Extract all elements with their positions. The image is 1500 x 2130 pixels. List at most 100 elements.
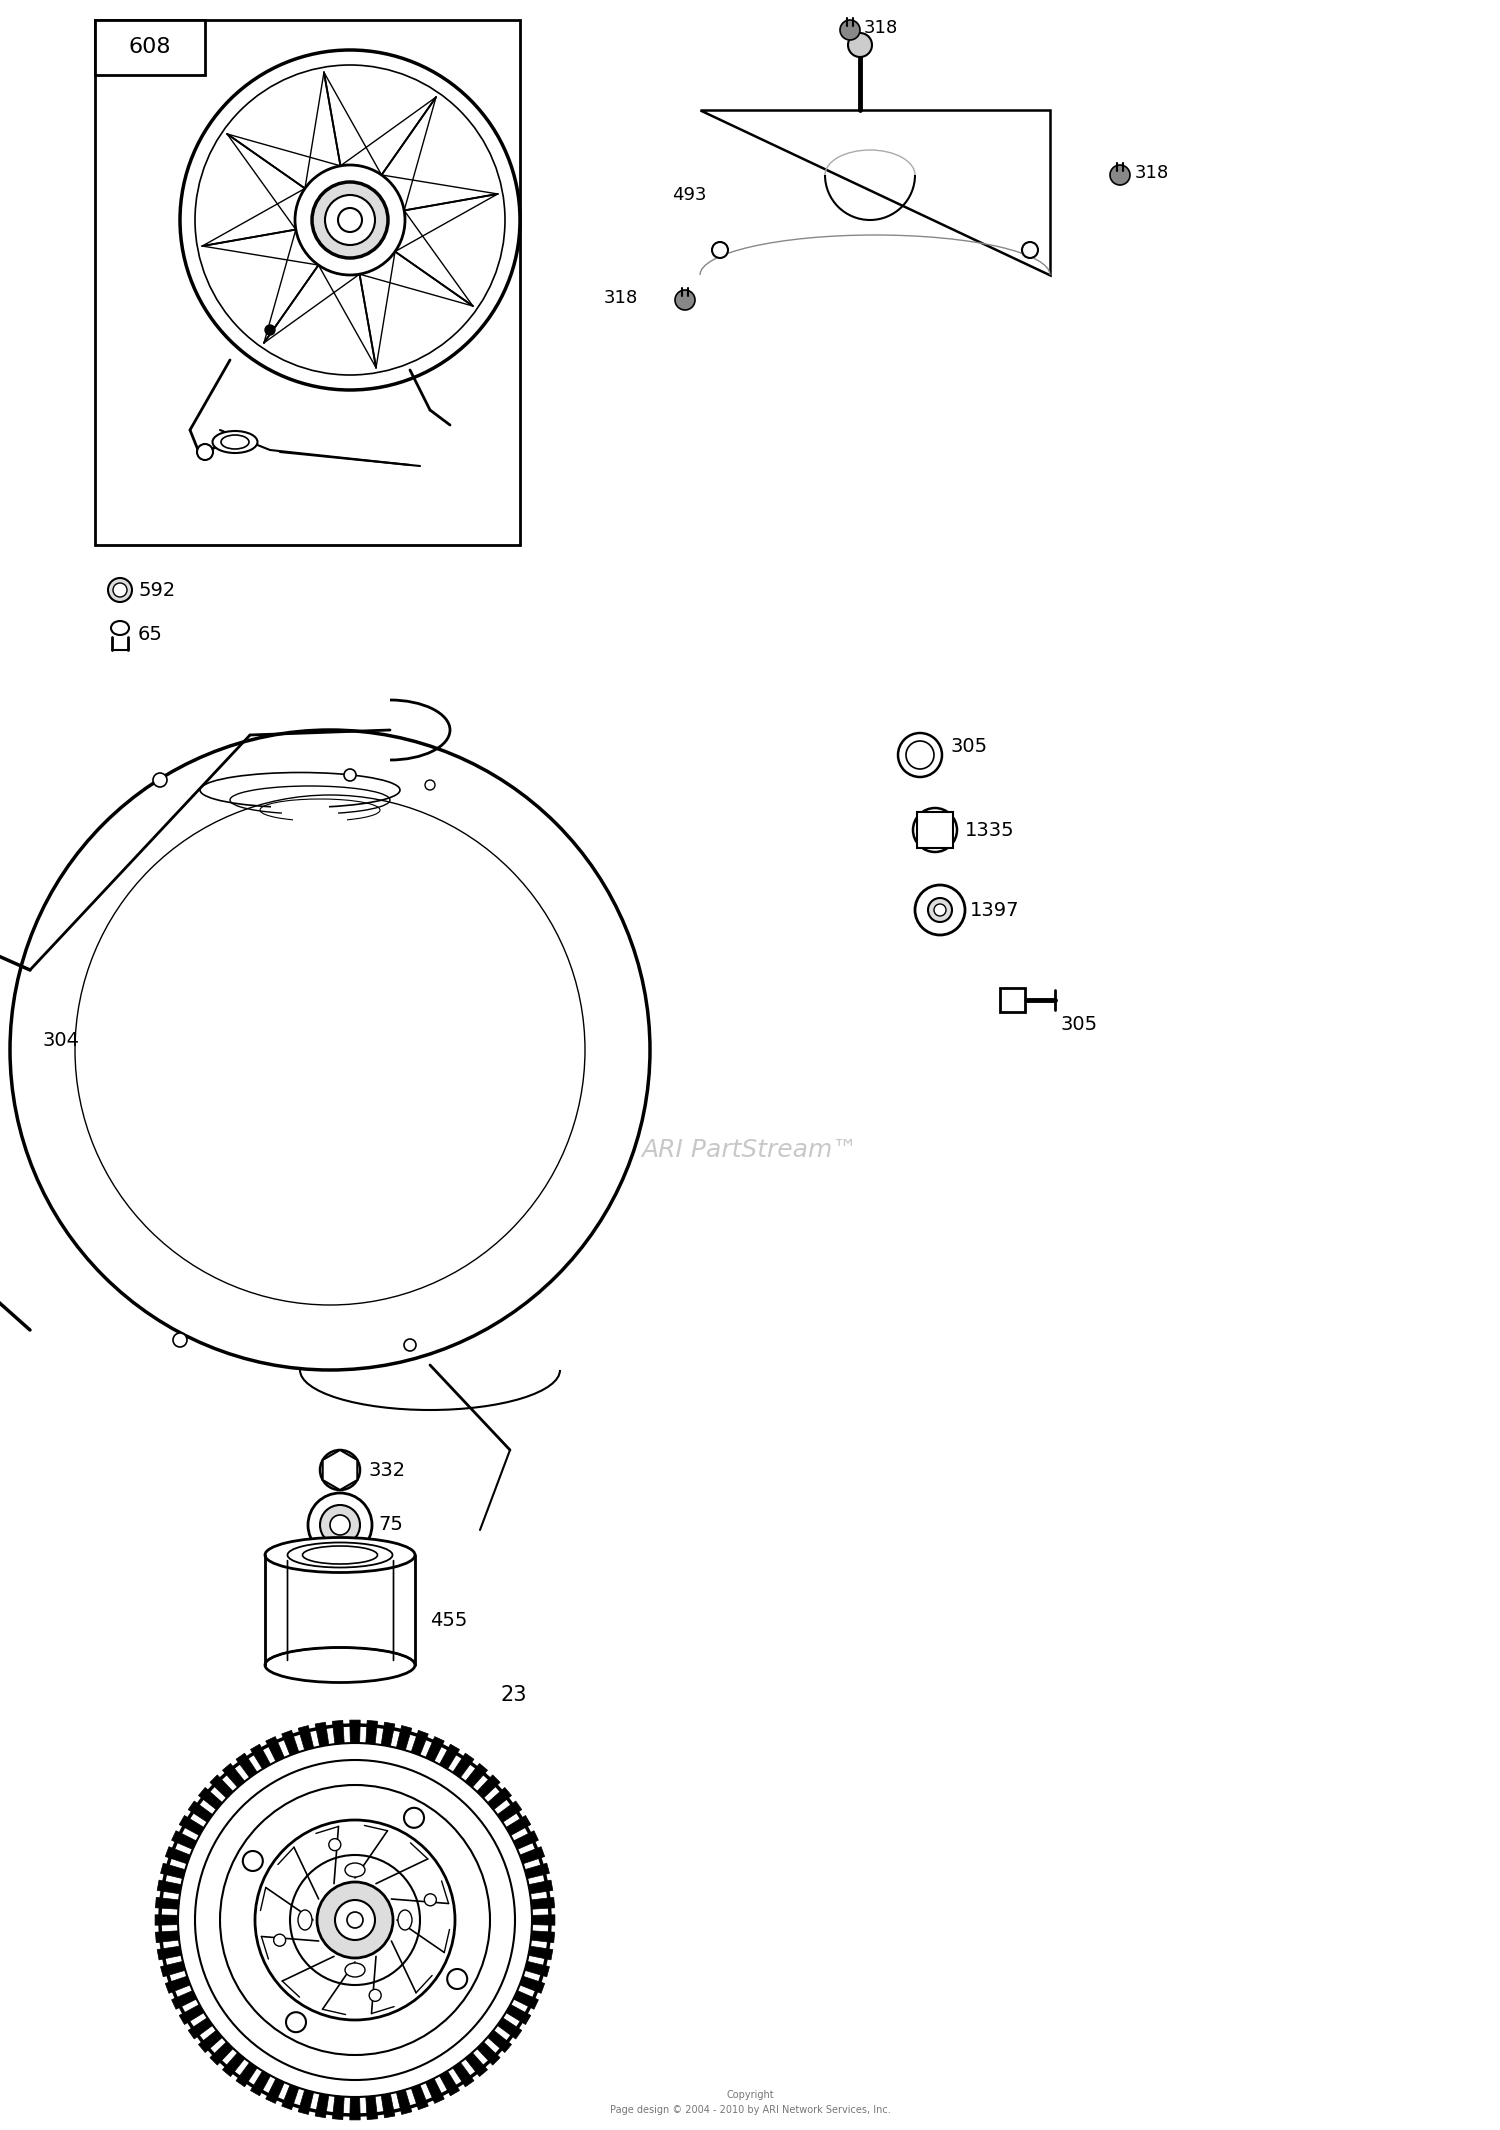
- Polygon shape: [381, 1723, 394, 1747]
- Polygon shape: [440, 1744, 459, 1770]
- Polygon shape: [266, 2079, 285, 2104]
- Circle shape: [914, 807, 957, 852]
- Circle shape: [195, 1759, 514, 2081]
- Circle shape: [1110, 164, 1130, 185]
- Bar: [94, 19, 206, 75]
- Polygon shape: [426, 1736, 444, 1762]
- Text: 75: 75: [378, 1517, 404, 1534]
- Polygon shape: [165, 1977, 190, 1994]
- Polygon shape: [488, 1787, 512, 1810]
- Polygon shape: [366, 2096, 378, 2119]
- Circle shape: [328, 1459, 352, 1482]
- Ellipse shape: [345, 1964, 364, 1977]
- Polygon shape: [465, 1764, 488, 1787]
- Circle shape: [906, 741, 934, 769]
- Ellipse shape: [266, 1646, 416, 1683]
- Ellipse shape: [288, 1542, 393, 1568]
- Polygon shape: [381, 2094, 394, 2117]
- Polygon shape: [158, 1881, 182, 1894]
- Polygon shape: [498, 2017, 522, 2038]
- Text: 1335: 1335: [964, 820, 1014, 839]
- Circle shape: [404, 1808, 424, 1828]
- Ellipse shape: [398, 1911, 412, 1930]
- Text: Copyright: Copyright: [726, 2090, 774, 2100]
- Ellipse shape: [345, 1864, 364, 1877]
- Polygon shape: [188, 2017, 213, 2038]
- Circle shape: [326, 196, 375, 245]
- Circle shape: [334, 1900, 375, 1940]
- Circle shape: [320, 1451, 360, 1491]
- Circle shape: [320, 1506, 360, 1544]
- Text: 592: 592: [138, 581, 176, 599]
- Circle shape: [404, 1340, 416, 1350]
- Polygon shape: [236, 2062, 258, 2087]
- Polygon shape: [198, 2030, 222, 2053]
- Polygon shape: [528, 1947, 554, 1960]
- Polygon shape: [178, 2004, 204, 2024]
- Circle shape: [290, 1855, 420, 1985]
- Circle shape: [108, 577, 132, 603]
- Text: 305: 305: [1060, 1016, 1096, 1035]
- Polygon shape: [160, 1864, 186, 1879]
- Polygon shape: [165, 1847, 190, 1864]
- Circle shape: [112, 584, 128, 596]
- Polygon shape: [154, 1915, 178, 1926]
- Polygon shape: [453, 2062, 474, 2087]
- Circle shape: [330, 1514, 350, 1536]
- Polygon shape: [498, 1802, 522, 1823]
- Polygon shape: [477, 1774, 500, 1798]
- Text: 608: 608: [129, 36, 171, 58]
- Bar: [94, 19, 520, 545]
- Polygon shape: [519, 1977, 544, 1994]
- Text: 318: 318: [603, 290, 638, 307]
- Polygon shape: [519, 1847, 544, 1864]
- Polygon shape: [178, 1815, 204, 1836]
- Polygon shape: [396, 1725, 412, 1751]
- Circle shape: [316, 1883, 393, 1957]
- Circle shape: [338, 209, 362, 232]
- Circle shape: [346, 1913, 363, 1928]
- Polygon shape: [158, 1947, 182, 1960]
- Polygon shape: [251, 1744, 270, 1770]
- Circle shape: [220, 1785, 491, 2055]
- Polygon shape: [210, 2043, 232, 2066]
- Circle shape: [898, 733, 942, 777]
- Polygon shape: [488, 2030, 512, 2053]
- Polygon shape: [396, 2090, 412, 2115]
- Circle shape: [195, 66, 506, 375]
- Circle shape: [120, 839, 540, 1261]
- Polygon shape: [506, 2004, 531, 2024]
- Polygon shape: [440, 2070, 459, 2096]
- Polygon shape: [532, 1915, 555, 1926]
- Bar: [916, 812, 952, 848]
- Ellipse shape: [213, 430, 258, 454]
- Polygon shape: [171, 1832, 196, 1849]
- Polygon shape: [315, 1723, 328, 1747]
- Polygon shape: [315, 2094, 328, 2117]
- Text: 455: 455: [430, 1610, 468, 1629]
- Text: 332: 332: [368, 1461, 405, 1480]
- Circle shape: [447, 1968, 466, 1989]
- Text: 305: 305: [950, 737, 987, 756]
- Circle shape: [178, 1742, 532, 2098]
- Polygon shape: [453, 1753, 474, 1779]
- Text: 318: 318: [1136, 164, 1170, 181]
- Circle shape: [712, 243, 728, 258]
- Polygon shape: [251, 2070, 270, 2096]
- Polygon shape: [266, 1736, 285, 1762]
- Circle shape: [135, 854, 525, 1246]
- Circle shape: [243, 1851, 262, 1870]
- Polygon shape: [513, 1832, 538, 1849]
- Text: 1397: 1397: [970, 901, 1020, 920]
- Circle shape: [196, 443, 213, 460]
- Polygon shape: [156, 1930, 178, 1943]
- Polygon shape: [298, 1725, 314, 1751]
- Circle shape: [1022, 243, 1038, 258]
- Text: Page design © 2004 - 2010 by ARI Network Services, Inc.: Page design © 2004 - 2010 by ARI Network…: [609, 2104, 891, 2115]
- Polygon shape: [525, 1962, 549, 1977]
- Polygon shape: [477, 2043, 500, 2066]
- Ellipse shape: [220, 435, 249, 449]
- Circle shape: [273, 1934, 285, 1947]
- Circle shape: [75, 794, 585, 1306]
- Polygon shape: [465, 2053, 488, 2077]
